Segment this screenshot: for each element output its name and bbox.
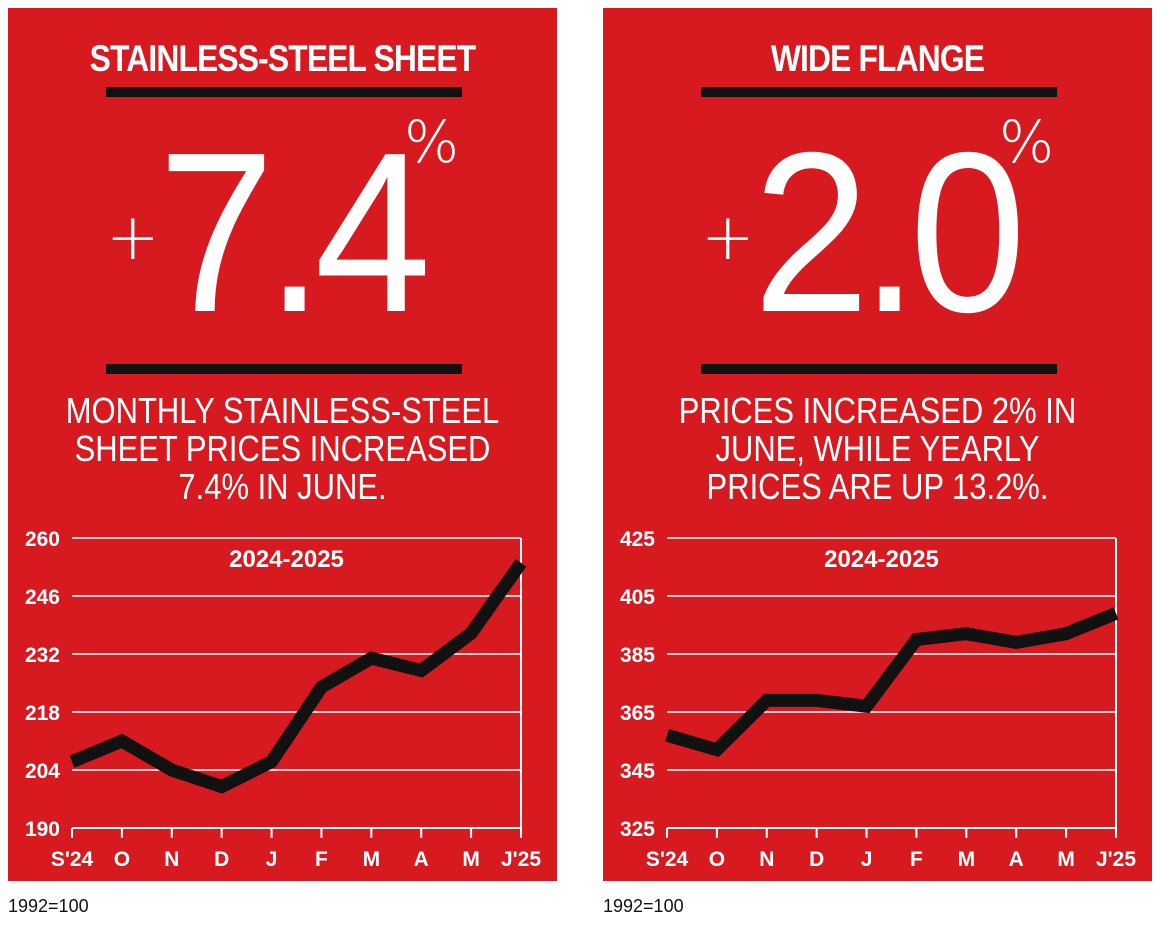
x-tick-label: M — [363, 848, 381, 871]
x-tick-label: O — [709, 848, 725, 871]
value-divider — [106, 364, 462, 374]
percent-sign: % — [404, 108, 460, 176]
y-tick-label: 405 — [620, 586, 655, 609]
price-line-chart: 190 204 218 232 246 260 S'24 O N D J F M A M J'25 2024-2… — [25, 528, 541, 871]
x-tick-label: J — [266, 848, 278, 871]
x-tick-label: S'24 — [51, 848, 94, 871]
panel-title: STAINLESS-STEEL SHEET — [89, 38, 477, 79]
x-tick-label: M — [462, 848, 480, 871]
index-footnote: 1992=100 — [603, 896, 684, 916]
y-tick-label: 260 — [25, 528, 60, 551]
price-line-chart: 325 345 365 385 405 425 S'24 O N D J F M A M J'25 2024-2… — [620, 528, 1136, 871]
y-tick-label: 385 — [620, 644, 655, 667]
y-tick-label: 365 — [620, 702, 655, 725]
value-divider — [701, 364, 1057, 374]
x-tick-label: F — [315, 848, 328, 871]
plus-sign: + — [106, 201, 160, 275]
plus-sign: + — [701, 201, 755, 275]
x-tick-label: A — [1009, 848, 1024, 871]
x-tick-label: F — [910, 848, 923, 871]
wide-flange-panel: WIDE FLANGE + 2.0 % PRICES INCREASED 2% … — [603, 8, 1152, 881]
stainless-steel-panel: STAINLESS-STEEL SHEET + 7.4 % MONTHLY ST… — [8, 8, 557, 881]
headline-value: 7.4 — [158, 106, 431, 360]
x-tick-label: N — [164, 848, 179, 871]
x-tick-label: J — [861, 848, 873, 871]
y-tick-label: 218 — [25, 702, 60, 725]
series-line — [665, 607, 1119, 758]
y-tick-label: 190 — [25, 818, 60, 841]
panel-description: PRICES INCREASED 2% IN JUNE, WHILE YEARL… — [678, 390, 1077, 507]
chart-title: 2024-2025 — [229, 546, 344, 573]
x-tick-label: O — [114, 848, 130, 871]
x-tick-label: A — [414, 848, 429, 871]
x-tick-label: M — [958, 848, 976, 871]
title-divider — [701, 87, 1057, 97]
chart-title: 2024-2025 — [824, 546, 939, 573]
y-tick-label: 345 — [620, 760, 655, 783]
panel-description: MONTHLY STAINLESS-STEEL SHEET PRICES INC… — [65, 390, 500, 507]
series-line — [69, 559, 527, 794]
x-tick-label: M — [1057, 848, 1075, 871]
x-tick-label: S'24 — [646, 848, 689, 871]
y-tick-label: 246 — [25, 586, 60, 609]
x-tick-label: J'25 — [1096, 848, 1136, 871]
headline-value: 2.0 — [753, 106, 1026, 360]
y-tick-label: 325 — [620, 818, 655, 841]
y-tick-label: 425 — [620, 528, 655, 551]
title-divider — [106, 87, 462, 97]
x-tick-label: J'25 — [501, 848, 541, 871]
y-tick-label: 204 — [25, 760, 60, 783]
panel-title: WIDE FLANGE — [770, 38, 985, 79]
percent-sign: % — [999, 108, 1055, 176]
x-tick-label: D — [214, 848, 229, 871]
x-tick-label: N — [759, 848, 774, 871]
index-footnote: 1992=100 — [8, 896, 89, 916]
x-tick-label: D — [809, 848, 824, 871]
y-tick-label: 232 — [25, 644, 60, 667]
